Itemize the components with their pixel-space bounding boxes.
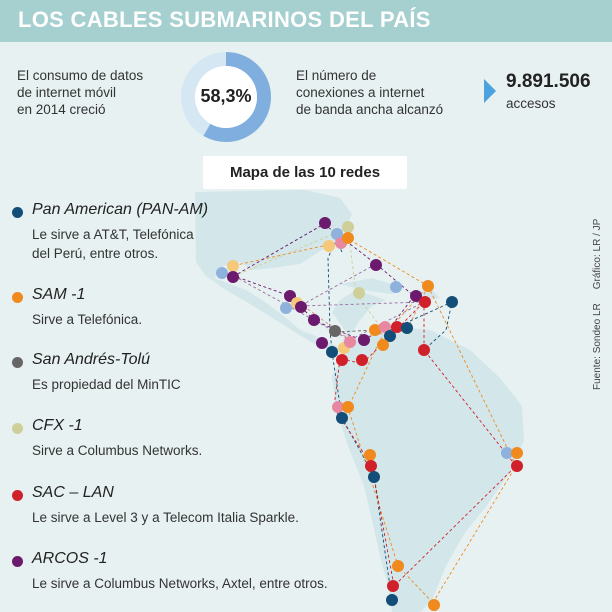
bullet-icon — [12, 423, 23, 434]
bullet-icon — [12, 292, 23, 303]
landing-point — [308, 314, 320, 326]
network-name: CFX -1 — [32, 417, 83, 434]
landing-point — [370, 259, 382, 271]
landing-point — [387, 580, 399, 592]
network-desc: Sirve a Telefónica. — [32, 310, 232, 329]
network-desc: Le sirve a Level 3 y a Telecom Italia Sp… — [32, 508, 299, 527]
bullet-icon — [12, 556, 23, 567]
text-line: conexiones a internet — [296, 85, 425, 100]
landing-point — [323, 240, 335, 252]
arrow-icon — [484, 79, 496, 103]
desc-line: Sirve a Columbus Networks. — [32, 443, 203, 458]
network-desc: Es propiedad del MinTIC — [32, 375, 232, 394]
landing-point — [386, 594, 398, 606]
landing-point — [280, 302, 292, 314]
bullet-icon — [12, 357, 23, 368]
desc-line: Le sirve a Columbus Networks, Axtel, ent… — [32, 576, 328, 591]
landing-point — [418, 344, 430, 356]
infographic-panel — [0, 42, 612, 612]
desc-line: Le sirve a Level 3 y a Telecom Italia Sp… — [32, 510, 299, 525]
bullet-icon — [12, 490, 23, 501]
text-line: El consumo de datos — [17, 68, 144, 83]
landing-point — [353, 287, 365, 299]
broadband-stat-text: El número de conexiones a internet de ba… — [296, 67, 443, 118]
landing-point — [511, 460, 523, 472]
source-credit: Fuente: Sondeo LR — [592, 303, 603, 390]
text-line: de banda ancha alcanzó — [296, 102, 444, 117]
page-title: LOS CABLES SUBMARINOS DEL PAÍS — [18, 7, 431, 32]
landing-point — [356, 354, 368, 366]
landing-point — [216, 267, 228, 279]
landing-point — [364, 449, 376, 461]
donut-center — [195, 66, 257, 128]
landing-point — [379, 321, 391, 333]
landing-point — [391, 321, 403, 333]
landing-point — [422, 280, 434, 292]
mobile-growth-donut — [181, 52, 271, 142]
network-name: SAM -1 — [32, 286, 86, 303]
landing-point — [227, 260, 239, 272]
text-line: en 2014 creció — [17, 102, 106, 117]
mobile-stat-text: El consumo de datos de internet móvil en… — [17, 67, 143, 118]
credit-line: Fuente: Sondeo LR Gráfico: LR / JP — [592, 205, 603, 390]
landing-point — [365, 460, 377, 472]
map-title: Mapa de las 10 redes — [203, 156, 407, 189]
route-mesh-2 — [289, 285, 429, 341]
network-desc: Le sirve a AT&T, Telefónica del Perú, en… — [32, 225, 232, 263]
landing-points — [216, 217, 523, 611]
text-line: El número de — [296, 68, 377, 83]
network-name: San Andrés-Tolú — [32, 351, 150, 368]
landing-point — [401, 322, 413, 334]
landing-point — [369, 324, 381, 336]
landing-point — [410, 290, 422, 302]
network-name: SAC – LAN — [32, 484, 114, 501]
landing-point — [336, 354, 348, 366]
landing-point — [295, 301, 307, 313]
desc-line: Sirve a Telefónica. — [32, 312, 143, 327]
landing-point — [419, 296, 431, 308]
donut-fill — [181, 52, 271, 142]
landing-point — [342, 232, 354, 244]
landing-point — [358, 334, 370, 346]
landing-point — [332, 401, 344, 413]
landing-point — [501, 447, 513, 459]
landing-point — [316, 337, 328, 349]
desc-line: Le sirve a AT&T, Telefónica — [32, 227, 194, 242]
broadband-value: 9.891.506 — [506, 71, 591, 92]
broadband-unit: accesos — [506, 96, 556, 111]
network-name: Pan American (PAN-AM) — [32, 201, 209, 218]
text-line: de internet móvil — [17, 85, 117, 100]
bullet-icon — [12, 207, 23, 218]
landing-point — [377, 339, 389, 351]
landing-point — [336, 412, 348, 424]
landing-point — [319, 217, 331, 229]
landing-point — [329, 325, 341, 337]
network-desc: Sirve a Columbus Networks. — [32, 441, 232, 460]
landing-point — [390, 281, 402, 293]
title-bar: LOS CABLES SUBMARINOS DEL PAÍS — [0, 0, 612, 42]
desc-line: del Perú, entre otros. — [32, 246, 159, 261]
landing-point — [392, 560, 404, 572]
landing-point — [384, 330, 396, 342]
donut-value-label: 58,3% — [200, 86, 252, 106]
landing-point — [428, 599, 440, 611]
desc-line: Es propiedad del MinTIC — [32, 377, 181, 392]
graphic-credit: Gráfico: LR / JP — [592, 218, 603, 290]
landing-point — [331, 228, 343, 240]
landing-point — [511, 447, 523, 459]
network-desc: Le sirve a Columbus Networks, Axtel, ent… — [32, 574, 328, 593]
landing-point — [344, 336, 356, 348]
landing-point — [446, 296, 458, 308]
landing-point — [326, 346, 338, 358]
landing-point — [342, 401, 354, 413]
landing-point — [227, 271, 239, 283]
land-cuba — [340, 278, 404, 294]
landing-point — [342, 221, 354, 233]
route-arcos-1 — [232, 223, 415, 341]
network-name: ARCOS -1 — [32, 550, 108, 567]
landing-point — [368, 471, 380, 483]
land-south-america — [332, 326, 524, 612]
route-sac-lan — [333, 301, 517, 587]
